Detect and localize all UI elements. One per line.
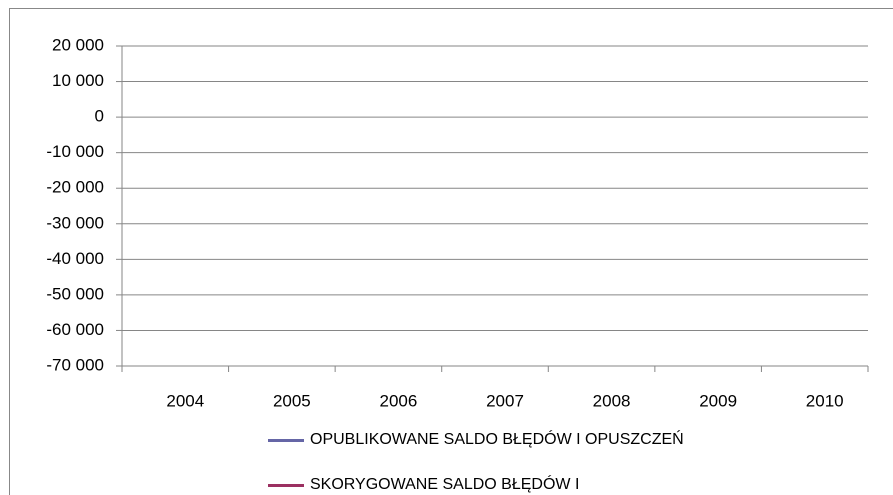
- x-tick-label: 2009: [699, 391, 737, 410]
- legend-item: SKORYGOWANE SALDO BŁĘDÓW I: [268, 475, 690, 495]
- y-tick-label: -30 000: [46, 213, 104, 232]
- legend-item: OPUBLIKOWANE SALDO BŁĘDÓW I OPUSZCZEŃ: [268, 430, 690, 450]
- y-tick-label: -60 000: [46, 320, 104, 339]
- x-tick-label: 2005: [273, 391, 311, 410]
- y-tick-label: -10 000: [46, 142, 104, 161]
- legend-label: OPUBLIKOWANE SALDO BŁĘDÓW I OPUSZCZEŃ: [310, 431, 684, 448]
- y-tick-label: -40 000: [46, 249, 104, 268]
- y-tick-label: -50 000: [46, 284, 104, 303]
- x-tick-label: 2007: [486, 391, 524, 410]
- y-tick-label: -20 000: [46, 178, 104, 197]
- legend-swatch: [268, 484, 304, 487]
- y-tick-label: 20 000: [52, 35, 104, 54]
- legend-swatch: [268, 439, 304, 442]
- chart-border: [9, 8, 893, 495]
- legend-label: SKORYGOWANE SALDO BŁĘDÓW I: [310, 476, 580, 493]
- x-tick-label: 2004: [166, 391, 204, 410]
- y-tick-label: 10 000: [52, 71, 104, 90]
- x-tick-label: 2006: [380, 391, 418, 410]
- x-tick-label: 2010: [806, 391, 844, 410]
- y-tick-label: 0: [95, 107, 104, 126]
- y-tick-label: -70 000: [46, 355, 104, 374]
- x-tick-label: 2008: [593, 391, 631, 410]
